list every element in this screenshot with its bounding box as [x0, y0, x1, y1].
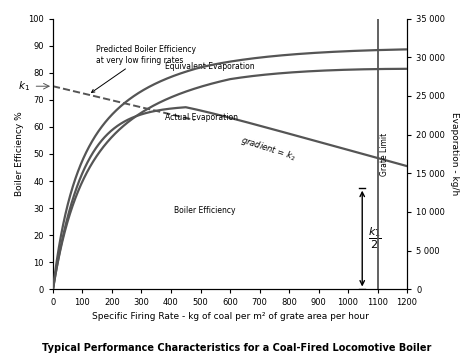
X-axis label: Specific Firing Rate - kg of coal per m² of grate area per hour: Specific Firing Rate - kg of coal per m²… [91, 312, 368, 321]
Y-axis label: Evaporation - kg/h: Evaporation - kg/h [450, 112, 459, 196]
Text: Equivalent Evaporation: Equivalent Evaporation [165, 62, 255, 71]
Text: Grate Limit: Grate Limit [380, 132, 389, 176]
Text: Actual Evaporation: Actual Evaporation [165, 114, 238, 122]
Text: Boiler Efficiency: Boiler Efficiency [174, 206, 236, 215]
Y-axis label: Boiler Efficiency %: Boiler Efficiency % [15, 112, 24, 196]
Text: Typical Performance Characteristics for a Coal-Fired Locomotive Boiler: Typical Performance Characteristics for … [42, 343, 432, 353]
Text: Predicted Boiler Efficiency
at very low firing rates: Predicted Boiler Efficiency at very low … [91, 45, 196, 92]
Text: $\dfrac{k_1}{2}$: $\dfrac{k_1}{2}$ [367, 226, 381, 251]
Text: gradient = $k_2$: gradient = $k_2$ [239, 134, 298, 164]
Text: $k_1$: $k_1$ [18, 79, 30, 93]
